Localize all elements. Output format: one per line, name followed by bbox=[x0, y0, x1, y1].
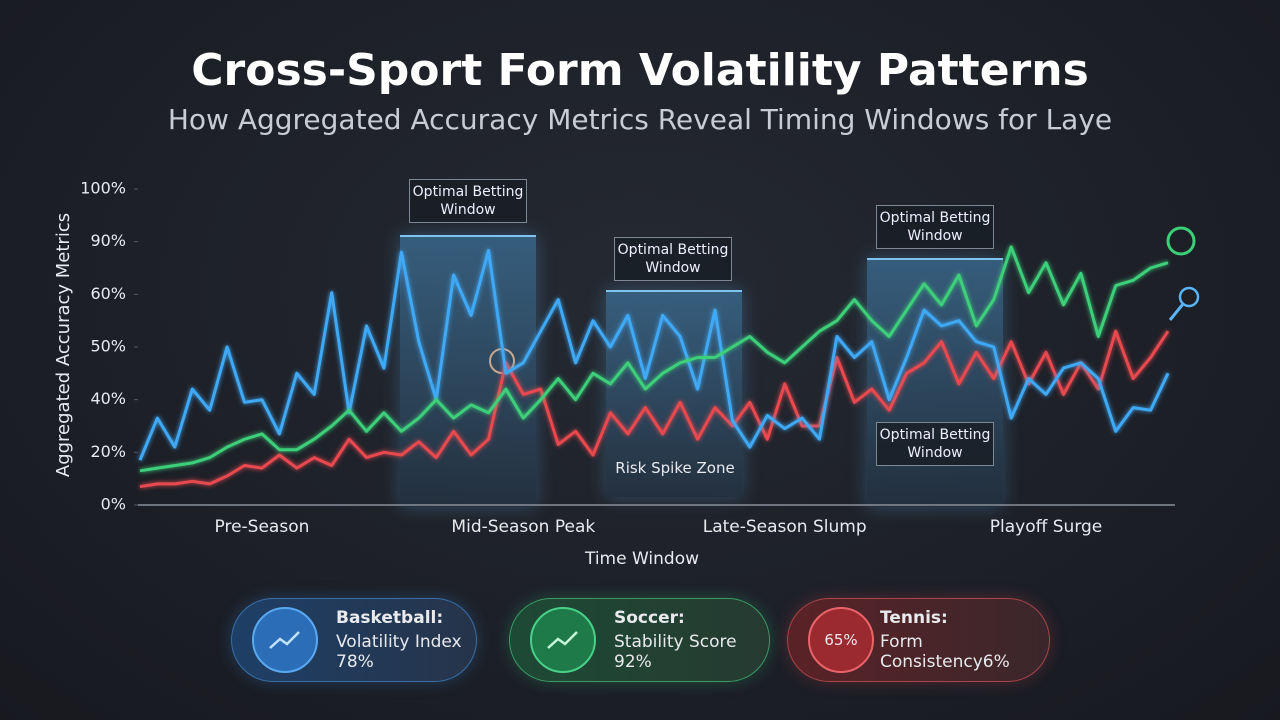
card-icon bbox=[530, 607, 596, 673]
y-tick-label: 20% bbox=[90, 442, 126, 461]
series-line bbox=[139, 329, 1170, 489]
annotation: Risk Spike Zone bbox=[615, 459, 735, 477]
card-badge: 65% bbox=[808, 607, 874, 673]
card-title: Basketball: bbox=[336, 608, 444, 628]
x-tick-label: Pre-Season bbox=[215, 517, 310, 537]
x-axis-label: Time Window bbox=[584, 549, 699, 569]
card-text: Stability Score 92% bbox=[614, 632, 737, 672]
x-tick-label: Playoff Surge bbox=[990, 517, 1102, 537]
y-tick-label: 40% bbox=[90, 389, 126, 408]
card-title: Tennis: bbox=[880, 608, 948, 628]
card-icon bbox=[252, 607, 318, 673]
tennis-icon bbox=[1168, 303, 1185, 321]
highlight-zone bbox=[606, 290, 742, 497]
tennis-icon bbox=[1178, 286, 1200, 308]
trend-icon bbox=[269, 631, 300, 649]
card: Basketball: Volatility Index 78% bbox=[231, 598, 477, 682]
series-line bbox=[139, 245, 1169, 473]
card-text: Volatility Index 78% bbox=[336, 632, 462, 672]
card: Soccer: Stability Score 92% bbox=[509, 598, 770, 682]
highlight-zone bbox=[400, 235, 536, 507]
chart-subtitle: How Aggregated Accuracy Metrics Reveal T… bbox=[168, 103, 1112, 136]
card-title: Soccer: bbox=[614, 608, 685, 628]
card: 65% Tennis: Form Consistency6% bbox=[787, 598, 1050, 682]
y-tick-label: 100% bbox=[80, 179, 126, 198]
annotation: Optimal Betting Window bbox=[614, 237, 732, 281]
x-tick-label: Late-Season Slump bbox=[703, 517, 867, 537]
card-text: Form Consistency6% bbox=[880, 632, 1010, 672]
y-tick-label: 60% bbox=[90, 284, 126, 303]
annotation: Optimal Betting Window bbox=[409, 179, 527, 223]
trend-icon bbox=[547, 631, 578, 649]
soccer-icon bbox=[1166, 226, 1196, 256]
annotation: Optimal Betting Window bbox=[876, 422, 994, 466]
y-tick-label: 0% bbox=[101, 495, 126, 514]
x-tick-label: Mid-Season Peak bbox=[451, 517, 595, 537]
chart-title: Cross-Sport Form Volatility Patterns bbox=[191, 45, 1089, 96]
y-axis-label: Aggregated Accuracy Metrics bbox=[53, 213, 74, 477]
y-tick-label: 90% bbox=[90, 231, 126, 250]
annotation: Optimal Betting Window bbox=[876, 205, 994, 249]
series-line bbox=[138, 248, 1170, 461]
y-tick-label: 50% bbox=[90, 337, 126, 356]
